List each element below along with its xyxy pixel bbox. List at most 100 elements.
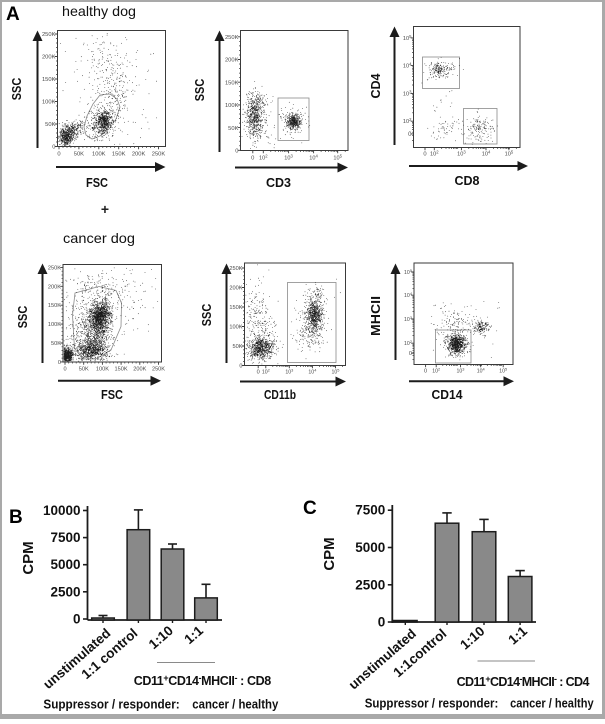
svg-text:CD11+CD14-MHCII- : CD4: CD11+CD14-MHCII- : CD4: [457, 674, 590, 689]
svg-text:0: 0: [257, 370, 260, 376]
svg-text:cancer / healthy: cancer / healthy: [192, 697, 279, 712]
svg-text:+: +: [101, 201, 109, 217]
svg-text:FSC: FSC: [101, 387, 124, 402]
svg-text:0: 0: [63, 367, 66, 373]
svg-text:250K: 250K: [42, 32, 56, 38]
svg-text:100K: 100K: [225, 103, 239, 109]
svg-text:MHCII: MHCII: [368, 296, 383, 336]
svg-text:103: 103: [457, 150, 466, 158]
svg-text:0: 0: [409, 351, 412, 357]
svg-text:103: 103: [457, 367, 465, 375]
svg-text:105: 105: [403, 34, 412, 42]
svg-text:0: 0: [378, 615, 386, 630]
svg-text:103: 103: [404, 315, 412, 323]
svg-text:50K: 50K: [51, 341, 61, 347]
svg-text:0: 0: [408, 132, 412, 138]
svg-text:0: 0: [424, 369, 427, 375]
svg-text:104: 104: [308, 368, 317, 376]
svg-text:103: 103: [285, 368, 293, 376]
svg-text:150K: 150K: [48, 303, 61, 309]
svg-text:5000: 5000: [50, 557, 80, 572]
svg-text:0: 0: [57, 152, 60, 158]
svg-text:0: 0: [52, 145, 55, 151]
svg-text:CD8: CD8: [455, 173, 480, 188]
svg-text:100K: 100K: [96, 367, 109, 373]
svg-text:150K: 150K: [115, 367, 128, 373]
svg-text:B: B: [9, 507, 23, 528]
svg-text:104: 104: [403, 62, 412, 70]
svg-text:102: 102: [259, 154, 268, 162]
svg-text:cancer / healthy: cancer / healthy: [510, 696, 594, 711]
svg-text:7500: 7500: [355, 503, 385, 518]
svg-text:healthy dog: healthy dog: [62, 3, 136, 19]
svg-text:50K: 50K: [228, 126, 238, 132]
svg-text:102: 102: [430, 150, 439, 158]
svg-text:102: 102: [404, 339, 412, 347]
svg-text:0: 0: [239, 364, 242, 370]
svg-text:102: 102: [262, 368, 270, 376]
svg-text:A: A: [6, 4, 20, 25]
svg-text:0: 0: [73, 612, 81, 627]
svg-text:104: 104: [309, 154, 318, 162]
svg-text:150K: 150K: [225, 80, 239, 86]
svg-text:104: 104: [477, 367, 486, 375]
svg-text:100K: 100K: [229, 325, 242, 331]
svg-text:cancer dog: cancer dog: [63, 230, 135, 246]
svg-text:2500: 2500: [355, 577, 385, 592]
svg-text:CD3: CD3: [266, 175, 291, 190]
svg-text:200K: 200K: [229, 286, 242, 292]
svg-text:200K: 200K: [42, 55, 56, 61]
svg-text:5000: 5000: [355, 540, 385, 555]
svg-text:SSC: SSC: [9, 77, 24, 100]
svg-text:100K: 100K: [42, 100, 56, 106]
svg-text:SSC: SSC: [15, 305, 30, 328]
svg-text:SSC: SSC: [199, 303, 214, 326]
svg-text:CPM: CPM: [20, 541, 37, 574]
svg-text:250K: 250K: [152, 367, 165, 373]
svg-text:105: 105: [332, 368, 340, 376]
svg-text:104: 104: [482, 150, 491, 158]
svg-text:SSC: SSC: [192, 78, 207, 101]
svg-text:50K: 50K: [233, 344, 243, 350]
svg-text:0: 0: [423, 152, 426, 158]
svg-text:Suppressor / responder:: Suppressor / responder:: [365, 696, 499, 711]
svg-text:250K: 250K: [229, 266, 242, 272]
svg-text:2500: 2500: [50, 584, 80, 599]
svg-text:100K: 100K: [92, 152, 106, 158]
svg-text:200K: 200K: [225, 58, 239, 64]
svg-text:C: C: [303, 498, 317, 519]
svg-text:200K: 200K: [48, 284, 61, 290]
svg-text:CD14: CD14: [432, 387, 464, 402]
svg-text:150K: 150K: [42, 77, 56, 83]
svg-text:105: 105: [333, 154, 342, 162]
svg-text:250K: 250K: [225, 35, 239, 41]
svg-text:50K: 50K: [74, 152, 84, 158]
svg-text:7500: 7500: [50, 530, 80, 545]
svg-text:100K: 100K: [48, 322, 61, 328]
svg-text:150K: 150K: [229, 305, 242, 311]
svg-text:250K: 250K: [152, 152, 166, 158]
svg-text:CPM: CPM: [321, 537, 338, 570]
svg-text:105: 105: [505, 150, 514, 158]
svg-text:102: 102: [403, 117, 412, 125]
svg-text:102: 102: [432, 367, 440, 375]
svg-text:CD4: CD4: [368, 73, 383, 99]
svg-text:CD11b: CD11b: [264, 387, 296, 402]
svg-text:50K: 50K: [45, 122, 55, 128]
svg-text:0: 0: [251, 156, 254, 162]
svg-text:CD11+CD14-MHCII- : CD8: CD11+CD14-MHCII- : CD8: [134, 673, 272, 688]
svg-text:103: 103: [403, 89, 412, 97]
svg-text:250K: 250K: [48, 265, 61, 271]
svg-text:Suppressor / responder:: Suppressor / responder:: [43, 697, 179, 712]
svg-text:103: 103: [284, 154, 293, 162]
svg-text:50K: 50K: [79, 367, 89, 373]
svg-text:105: 105: [404, 268, 412, 276]
svg-text:200K: 200K: [133, 367, 146, 373]
svg-text:104: 104: [404, 291, 413, 299]
svg-text:0: 0: [58, 360, 61, 366]
svg-text:0: 0: [235, 149, 238, 155]
svg-text:200K: 200K: [132, 152, 146, 158]
svg-text:FSC: FSC: [86, 175, 109, 190]
svg-text:10000: 10000: [43, 503, 81, 518]
svg-text:150K: 150K: [112, 152, 126, 158]
